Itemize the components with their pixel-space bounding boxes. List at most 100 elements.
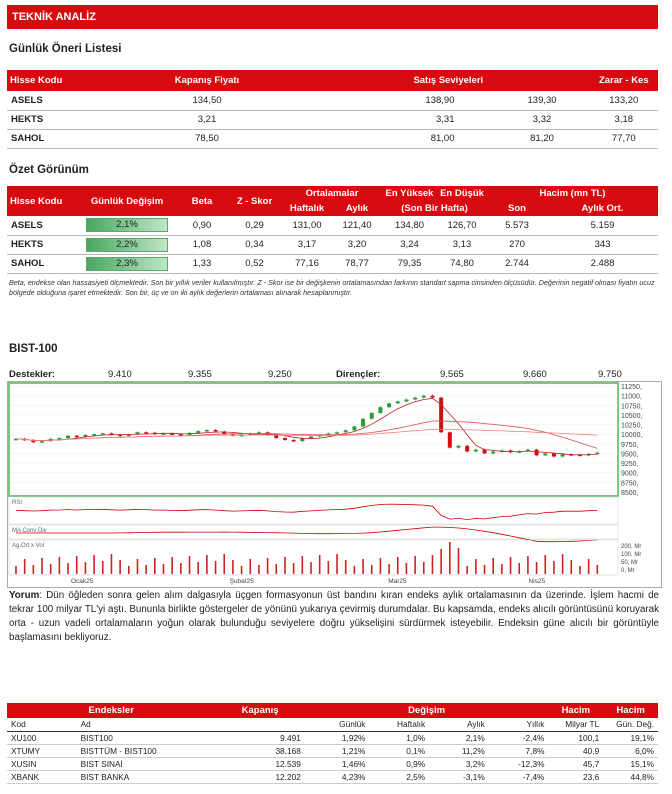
- section-title: TEKNİK ANALİZ: [12, 11, 96, 23]
- candle-body: [456, 445, 461, 448]
- index-milyar: 40,9: [548, 744, 604, 758]
- sub-haftalik: Haftalık: [369, 718, 430, 732]
- candle-body: [560, 454, 565, 457]
- index-gundeg: 19,1%: [603, 731, 658, 745]
- index-kapanis: 12.202: [215, 770, 305, 784]
- satis1-value: 81,00: [307, 129, 495, 149]
- direncler-label: Dirençler:: [336, 369, 381, 380]
- col-kapanis: Kapanış Fiyatı: [107, 70, 307, 91]
- candle-body: [274, 434, 279, 439]
- haftalik-value: 3,17: [282, 235, 332, 255]
- index-gunluk: 1,21%: [304, 744, 370, 758]
- y-tick-label: 10500,: [621, 413, 642, 420]
- candle-body: [421, 395, 426, 398]
- hisse-code: SAHOL: [7, 254, 77, 274]
- candle-body: [395, 401, 400, 404]
- y-tick-label: 11250,: [621, 384, 642, 391]
- candle-body: [178, 434, 183, 436]
- hisse-code: HEKTS: [7, 110, 107, 130]
- col-endusuk: En Düşük: [437, 186, 487, 201]
- col-satis: Satış Seviyeleri: [307, 70, 590, 91]
- aylikort-value: 5.159: [547, 216, 658, 236]
- candle-body: [135, 432, 140, 435]
- candle-body: [92, 434, 97, 436]
- beta-value: 0,90: [177, 216, 227, 236]
- candle-body: [14, 438, 18, 441]
- candle-body: [144, 432, 149, 434]
- index-aylik: -3,1%: [429, 770, 489, 784]
- index-aylik: 11,2%: [429, 744, 489, 758]
- aylikort-value: 343: [547, 235, 658, 255]
- aylik-value: 3,20: [332, 235, 382, 255]
- dusuk-value: 126,70: [437, 216, 487, 236]
- candle-body: [66, 435, 71, 439]
- index-aylik: 2,1%: [429, 731, 489, 745]
- sub-ad: Ad: [76, 718, 216, 732]
- index-gundeg: 6,0%: [603, 744, 658, 758]
- table-row: HEKTS 2,2% 1,08 0,34 3,17 3,20 3,24 3,13…: [7, 235, 658, 255]
- satis2-value: 3,32: [494, 110, 590, 130]
- candle-body: [352, 426, 357, 431]
- candle-body: [343, 430, 348, 433]
- col-sonbirhafta: (Son Bir Hafta): [382, 201, 487, 216]
- aylikort-value: 2.488: [547, 254, 658, 274]
- volume-tick-label: 50, Mr: [621, 560, 638, 566]
- yorum-text: Yorum: Dün öğleden sonra gelen alım dalg…: [9, 589, 659, 645]
- table-row: SAHOL 78,50 81,00 81,20 77,70: [7, 129, 658, 149]
- candle-body: [204, 429, 209, 432]
- col-ortalamalar: Ortalamalar: [282, 186, 382, 201]
- col-hisse: Hisse Kodu: [7, 186, 77, 216]
- y-tick-label: 9250,: [621, 461, 639, 468]
- candle-body: [447, 432, 452, 448]
- haftalik-value: 131,00: [282, 216, 332, 236]
- destekler-label: Destekler:: [9, 369, 55, 380]
- satis2-value: 81,20: [494, 129, 590, 149]
- index-haftalik: 1,0%: [369, 731, 430, 745]
- y-tick-label: 9750,: [621, 442, 639, 449]
- y-tick-label: 11000,: [621, 394, 642, 401]
- y-tick-label: 9500,: [621, 451, 639, 458]
- col-beta: Beta: [177, 186, 227, 216]
- aylik-value: 121,40: [332, 216, 382, 236]
- son-value: 270: [487, 235, 547, 255]
- candle-body: [109, 433, 114, 435]
- sub-milyar: Milyar TL: [548, 718, 604, 732]
- kapanis-value: 134,50: [107, 91, 307, 111]
- volume-panel: [8, 539, 619, 576]
- y-tick-label: 9000,: [621, 471, 639, 478]
- index-gundeg: 15,1%: [603, 757, 658, 771]
- index-kapanis: 38.168: [215, 744, 305, 758]
- hisse-code: ASELS: [7, 216, 77, 236]
- table-row: XU100 BIST100 9.491 1,92% 1,0% 2,1% -2,4…: [7, 731, 658, 745]
- candle-body: [543, 453, 548, 456]
- bist-title: BIST-100: [9, 343, 58, 355]
- index-name: BIST BANKA: [76, 770, 216, 784]
- dusuk-value: 74,80: [437, 254, 487, 274]
- oneri-table: Hisse Kodu Kapanış Fiyatı Satış Seviyele…: [7, 70, 658, 149]
- x-tick-label: Ocak25: [71, 578, 94, 585]
- table-row: HEKTS 3,21 3,31 3,32 3,18: [7, 110, 658, 130]
- col-degisim: Değişim: [304, 703, 549, 718]
- moving-average-line: [15, 397, 598, 456]
- candle-body: [404, 399, 409, 402]
- son-value: 5.573: [487, 216, 547, 236]
- zskor-value: 0,34: [227, 235, 282, 255]
- candle-body: [31, 439, 36, 443]
- candle-body: [335, 432, 340, 434]
- candle-body: [361, 418, 366, 427]
- index-haftalik: 0,1%: [369, 744, 430, 758]
- direnc-2: 9.660: [523, 369, 547, 380]
- col-kapanis: Kapanış: [215, 703, 305, 718]
- candle-body: [534, 449, 539, 456]
- oneri-title: Günlük Öneri Listesi: [9, 43, 122, 55]
- sub-header-row: Kod Ad Günlük Haftalık Aylık Yıllık Mily…: [7, 718, 658, 732]
- sub-gunluk: Günlük: [304, 718, 370, 732]
- candle-body: [387, 403, 392, 408]
- endeksler-table: Endeksler Kapanış Değişim Hacim Hacim Ko…: [7, 703, 658, 784]
- col-zskor: Z - Skor: [227, 186, 282, 216]
- sub-gundeg: Gün. Değ.: [603, 718, 658, 732]
- table-row: ASELS 2,1% 0,90 0,29 131,00 121,40 134,8…: [7, 216, 658, 236]
- direnc-1: 9.565: [440, 369, 464, 380]
- col-aylik: Aylık: [332, 201, 382, 216]
- candle-body: [439, 397, 444, 433]
